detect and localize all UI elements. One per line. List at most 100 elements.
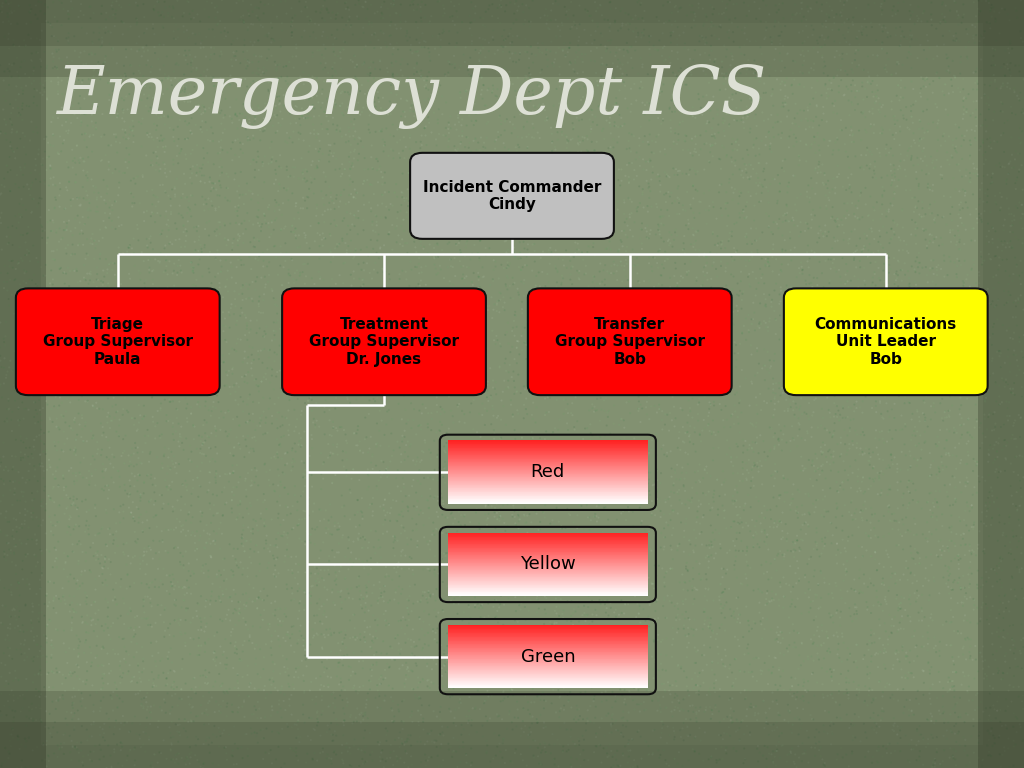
Point: [420, 407, 436, 419]
Point: [515, 754, 531, 766]
Point: [161, 255, 177, 267]
Point: [844, 747, 860, 760]
Point: [348, 711, 365, 723]
Point: [51, 200, 68, 213]
Point: [541, 475, 557, 488]
Point: [198, 294, 214, 306]
Point: [32, 385, 48, 397]
Point: [50, 694, 67, 706]
Point: [826, 305, 843, 317]
Point: [411, 691, 427, 703]
Point: [430, 371, 446, 383]
Point: [700, 753, 717, 766]
Point: [443, 350, 460, 362]
Point: [270, 508, 287, 520]
Point: [878, 625, 894, 637]
Point: [844, 301, 860, 313]
Point: [959, 750, 976, 762]
Point: [275, 250, 292, 262]
Point: [563, 407, 580, 419]
Point: [250, 35, 266, 47]
Point: [118, 156, 134, 168]
Bar: [449, 681, 648, 683]
Point: [534, 681, 550, 694]
Point: [528, 670, 545, 682]
Point: [770, 709, 786, 721]
Point: [10, 402, 27, 415]
Point: [164, 341, 180, 353]
Point: [470, 369, 486, 382]
Point: [395, 122, 412, 134]
Point: [290, 566, 306, 578]
Point: [712, 594, 728, 606]
Bar: [449, 642, 648, 644]
Point: [824, 429, 841, 442]
Point: [860, 455, 877, 467]
Point: [112, 349, 128, 361]
Point: [280, 662, 296, 674]
Point: [293, 202, 309, 214]
Point: [966, 720, 982, 732]
Point: [122, 20, 138, 32]
Point: [990, 690, 1007, 703]
Point: [800, 223, 816, 235]
Point: [788, 691, 805, 703]
Point: [492, 360, 508, 372]
Point: [10, 208, 27, 220]
Point: [230, 614, 247, 627]
Point: [88, 121, 104, 134]
Point: [614, 690, 631, 702]
Point: [655, 114, 672, 127]
Point: [634, 223, 650, 236]
Point: [381, 680, 397, 692]
Point: [967, 640, 983, 652]
Point: [1009, 259, 1024, 271]
Point: [507, 309, 523, 321]
Point: [888, 365, 904, 377]
Point: [79, 674, 95, 687]
Point: [294, 34, 310, 46]
Point: [783, 742, 800, 754]
Point: [863, 323, 880, 335]
Point: [865, 475, 882, 488]
Point: [682, 55, 698, 67]
Point: [264, 704, 281, 717]
Point: [412, 405, 428, 417]
Point: [13, 738, 30, 750]
Point: [946, 720, 963, 732]
Point: [700, 418, 717, 430]
Point: [87, 618, 103, 631]
Point: [602, 25, 618, 37]
Point: [635, 356, 651, 369]
Point: [191, 447, 208, 459]
Point: [473, 599, 489, 611]
Point: [355, 199, 372, 211]
Point: [559, 614, 575, 627]
Point: [60, 124, 77, 137]
Point: [575, 174, 592, 186]
Point: [126, 651, 142, 664]
Point: [738, 517, 755, 529]
Point: [888, 274, 904, 286]
Point: [515, 6, 531, 18]
Point: [999, 81, 1016, 93]
Point: [558, 342, 574, 354]
Point: [454, 550, 470, 562]
Point: [726, 418, 742, 430]
Point: [370, 594, 386, 607]
Point: [928, 524, 944, 536]
Point: [410, 46, 426, 58]
Point: [99, 540, 116, 552]
Point: [289, 750, 305, 762]
Point: [616, 598, 633, 610]
Point: [183, 407, 200, 419]
Point: [776, 495, 793, 508]
Point: [472, 436, 488, 449]
Point: [535, 541, 551, 554]
Point: [435, 283, 452, 296]
Point: [81, 519, 97, 531]
Point: [30, 256, 46, 268]
Point: [445, 597, 462, 609]
Point: [160, 653, 176, 665]
Point: [200, 564, 216, 577]
